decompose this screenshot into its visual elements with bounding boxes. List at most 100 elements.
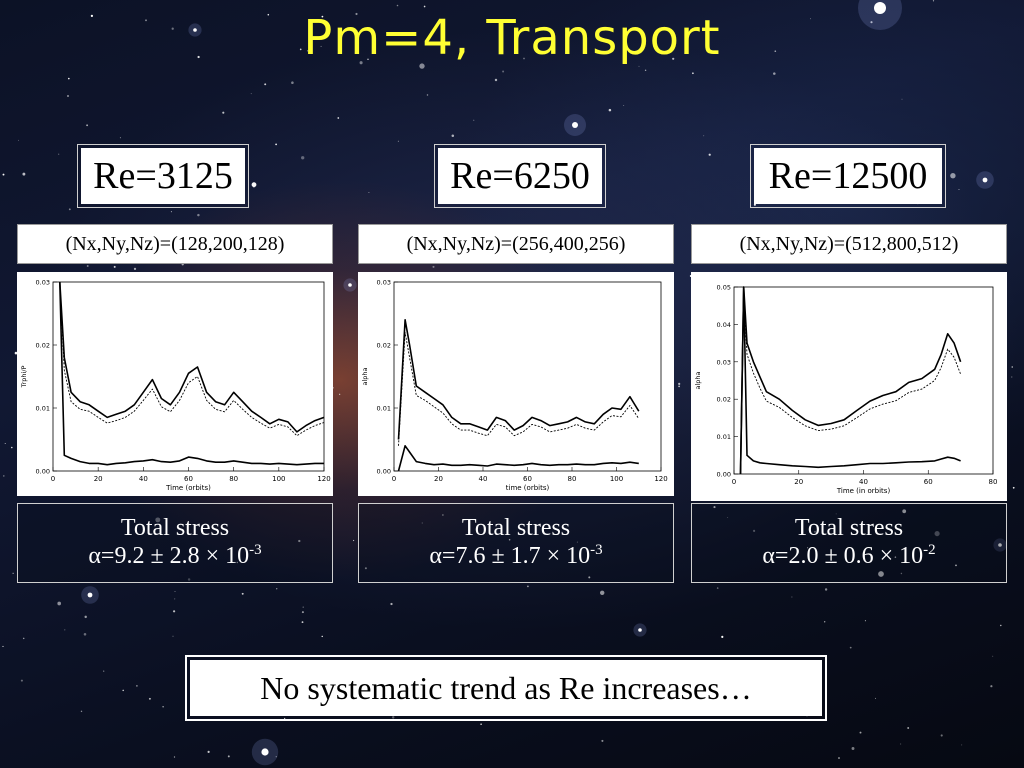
alpha-value-3: α=2.0 ± 0.6 × 10-2	[692, 542, 1006, 570]
bright-star	[998, 543, 1002, 547]
alpha-chart-1: 0 20 40 60 80 100 120 0.00 0.01 0.02 0.03 Time (orb…	[20, 279, 331, 493]
series-line-3	[397, 445, 639, 472]
star	[173, 756, 176, 758]
star	[22, 637, 25, 640]
reynolds-label-1: Re=3125	[77, 144, 249, 208]
y-tick-label: 0.01	[377, 405, 391, 413]
series-line-2	[59, 281, 325, 437]
star	[461, 556, 462, 558]
x-tick-label: 40	[139, 475, 148, 483]
alpha-chart-2: 0 20 40 60 80 100 120 0.00 0.01 0.02 0.03 time (orb…	[361, 279, 668, 493]
reynolds-text-2: Re=6250	[438, 148, 602, 204]
star	[68, 208, 71, 211]
star	[86, 265, 89, 267]
star	[992, 655, 994, 657]
star	[64, 629, 66, 631]
x-tick-label: 120	[317, 475, 330, 483]
reynolds-text-1: Re=3125	[81, 148, 245, 204]
star	[824, 588, 828, 591]
star	[423, 5, 426, 8]
x-axis-label: Time (in orbits)	[836, 487, 891, 495]
star-glow	[858, 0, 902, 30]
star	[4, 443, 6, 444]
star	[84, 615, 87, 619]
star	[397, 140, 399, 142]
star	[838, 757, 840, 759]
alpha-plot-1: 0 20 40 60 80 100 120 0.00 0.01 0.02 0.03 Time (orb…	[17, 272, 333, 496]
reynolds-text-3: Re=12500	[754, 148, 942, 204]
plot-frame	[52, 281, 325, 472]
bright-star	[193, 28, 197, 32]
star	[298, 539, 301, 543]
star	[934, 531, 940, 537]
y-tick-label: 0.02	[377, 342, 391, 350]
bright-star	[638, 628, 642, 632]
star	[145, 19, 147, 22]
star	[958, 189, 960, 191]
x-tick-label: 120	[654, 475, 667, 483]
y-axis-label: Trphi/P	[20, 366, 28, 389]
x-axis-label: Time (orbits)	[165, 484, 211, 492]
y-tick-label: 0.02	[717, 396, 731, 404]
star	[171, 27, 174, 30]
star	[932, 0, 935, 2]
star	[2, 645, 4, 647]
star	[267, 13, 270, 16]
series-line-2	[398, 331, 640, 446]
star	[940, 734, 943, 737]
x-tick-label: 20	[94, 475, 103, 483]
star	[359, 61, 363, 65]
star	[902, 509, 907, 514]
star	[442, 514, 444, 516]
star	[692, 72, 694, 75]
star	[875, 697, 877, 699]
series-line-1	[397, 318, 640, 440]
star	[851, 747, 855, 750]
star	[58, 153, 60, 155]
star	[599, 590, 605, 596]
star	[22, 172, 26, 176]
star	[608, 108, 612, 112]
star	[807, 547, 809, 549]
star	[2, 475, 5, 477]
plot-frame	[733, 286, 994, 475]
x-tick-label: 80	[229, 475, 238, 483]
star	[2, 173, 5, 176]
x-tick-label: 0	[392, 475, 396, 483]
star	[588, 576, 591, 579]
star	[301, 611, 304, 614]
y-tick-label: 0.00	[36, 468, 50, 476]
series-line-2	[740, 294, 962, 475]
star	[80, 710, 83, 713]
star	[227, 755, 230, 758]
star	[301, 156, 305, 160]
alpha-value-1: α=9.2 ± 2.8 × 10-3	[18, 542, 332, 570]
slide-title: Pm=4, Transport	[303, 10, 721, 66]
conclusion-text: No systematic trend as Re increases…	[190, 660, 822, 716]
star	[275, 143, 277, 146]
star	[275, 756, 277, 758]
y-tick-label: 0.03	[717, 358, 731, 366]
star	[644, 69, 647, 72]
star	[894, 556, 897, 558]
star	[391, 716, 395, 719]
star	[57, 601, 62, 606]
star	[172, 610, 176, 613]
star	[12, 572, 14, 574]
y-axis-label: alpha	[694, 371, 702, 389]
star	[390, 602, 393, 606]
star	[419, 63, 425, 69]
bright-star	[348, 283, 352, 287]
star	[576, 541, 578, 543]
y-tick-label: 0.02	[36, 342, 50, 350]
star	[672, 57, 675, 60]
star	[364, 567, 367, 570]
x-tick-label: 80	[568, 475, 577, 483]
star	[207, 750, 210, 754]
star	[222, 111, 225, 114]
star	[155, 517, 161, 523]
bright-star	[982, 177, 988, 183]
star	[623, 105, 625, 107]
x-tick-label: 40	[479, 475, 488, 483]
star	[753, 529, 756, 532]
